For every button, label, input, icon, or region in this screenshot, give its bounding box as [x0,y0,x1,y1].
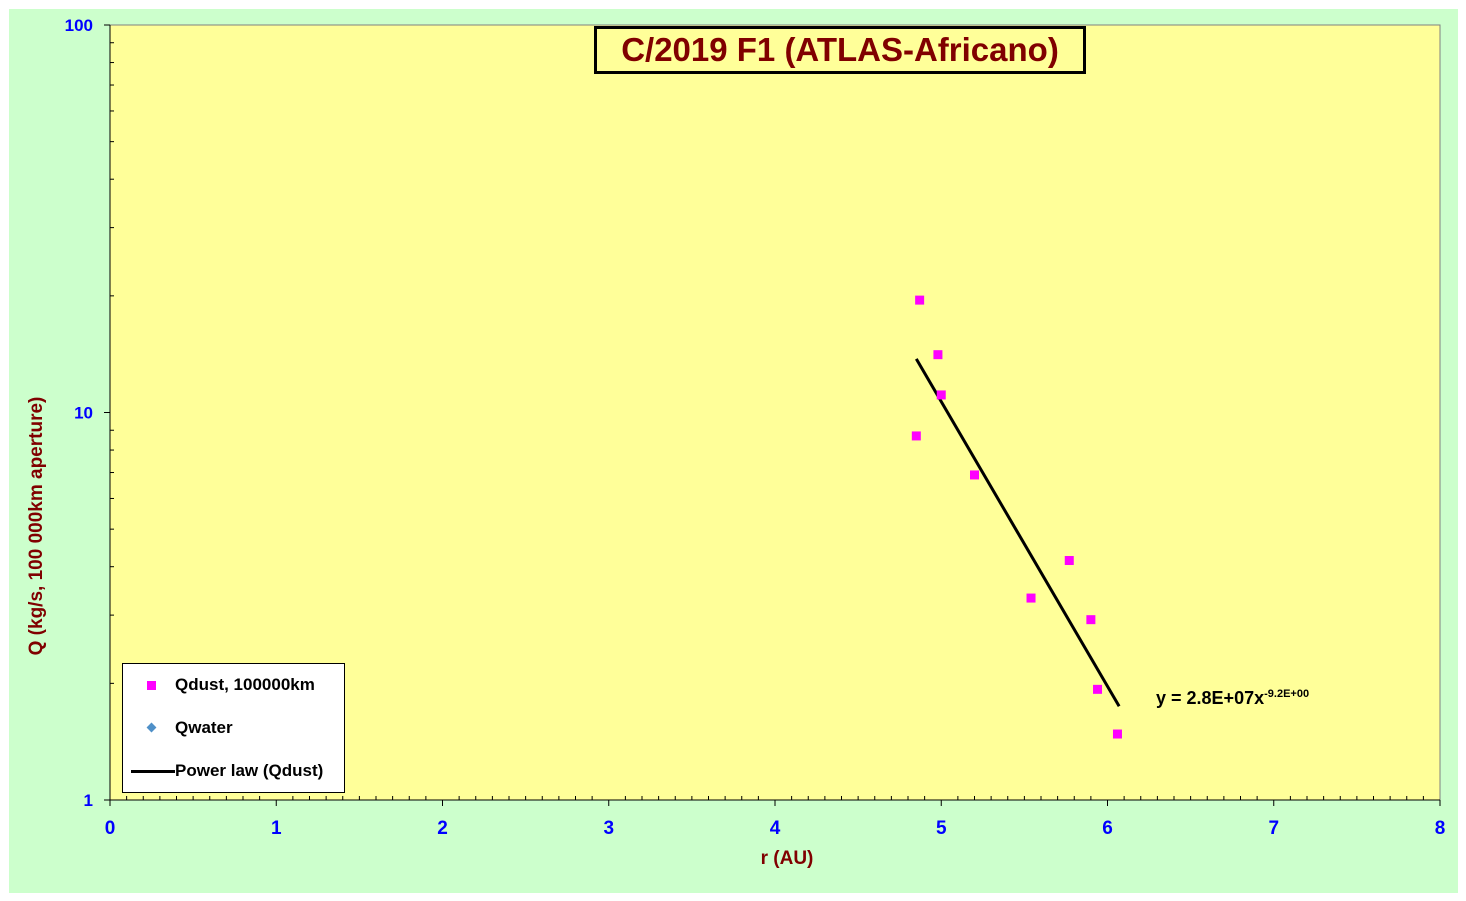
square-marker-icon [147,681,156,690]
qdust-point [1086,615,1096,625]
diamond-marker-icon [146,722,157,733]
data-points [911,295,1122,739]
x-tick-label: 8 [1435,818,1446,839]
qdust-point [1064,556,1074,566]
power-law-fit [915,358,1121,708]
y-axis-title: Q (kg/s, 100 000km aperture) [26,397,47,656]
x-tick-label: 1 [271,818,282,839]
fit-equation-exponent: -9.2E+00 [1264,688,1310,700]
qdust-point [970,470,979,480]
x-tick-label: 6 [1102,818,1113,839]
x-tick-label: 4 [770,818,781,839]
power-law-line [915,358,1121,708]
y-tick-label: 10 [74,404,93,423]
x-tick-label: 5 [936,818,947,839]
chart-title: C/2019 F1 (ATLAS-Africano) [621,31,1059,68]
fit-equation-base: y = 2.8E+07x [1156,688,1265,708]
x-tick-label: 0 [105,818,116,839]
y-tick-label: 100 [65,16,93,35]
qdust-point [1026,593,1036,603]
y-axis-ticks: 1 10 100 [65,16,114,810]
qdust-point [1112,729,1122,739]
legend-item-qdust: Qdust, 100000km [123,673,344,697]
chart-title-box: C/2019 F1 (ATLAS-Africano) [594,26,1086,74]
legend: Qdust, 100000km Qwater Power law (Qdust) [122,663,345,793]
x-tick-label: 7 [1268,818,1279,839]
qdust-point [1093,684,1103,694]
legend-label-power-law: Power law (Qdust) [175,761,324,780]
legend-label-qdust: Qdust, 100000km [175,675,315,694]
qdust-point [936,390,946,400]
line-marker-icon [131,770,175,773]
legend-label-qwater: Qwater [175,718,233,737]
y-tick-label: 1 [84,791,93,810]
fit-equation: y = 2.8E+07x-9.2E+00 [1156,688,1309,709]
qdust-point [915,295,925,305]
legend-item-power-law: Power law (Qdust) [123,759,344,783]
x-axis-title: r (AU) [761,848,814,869]
legend-item-qwater: Qwater [123,716,344,740]
qdust-point [911,431,921,441]
qdust-point [933,350,943,360]
x-tick-label: 3 [603,818,614,839]
x-tick-label: 2 [437,818,448,839]
x-axis-ticks: 0 1 2 3 4 5 6 7 8 [105,796,1446,839]
